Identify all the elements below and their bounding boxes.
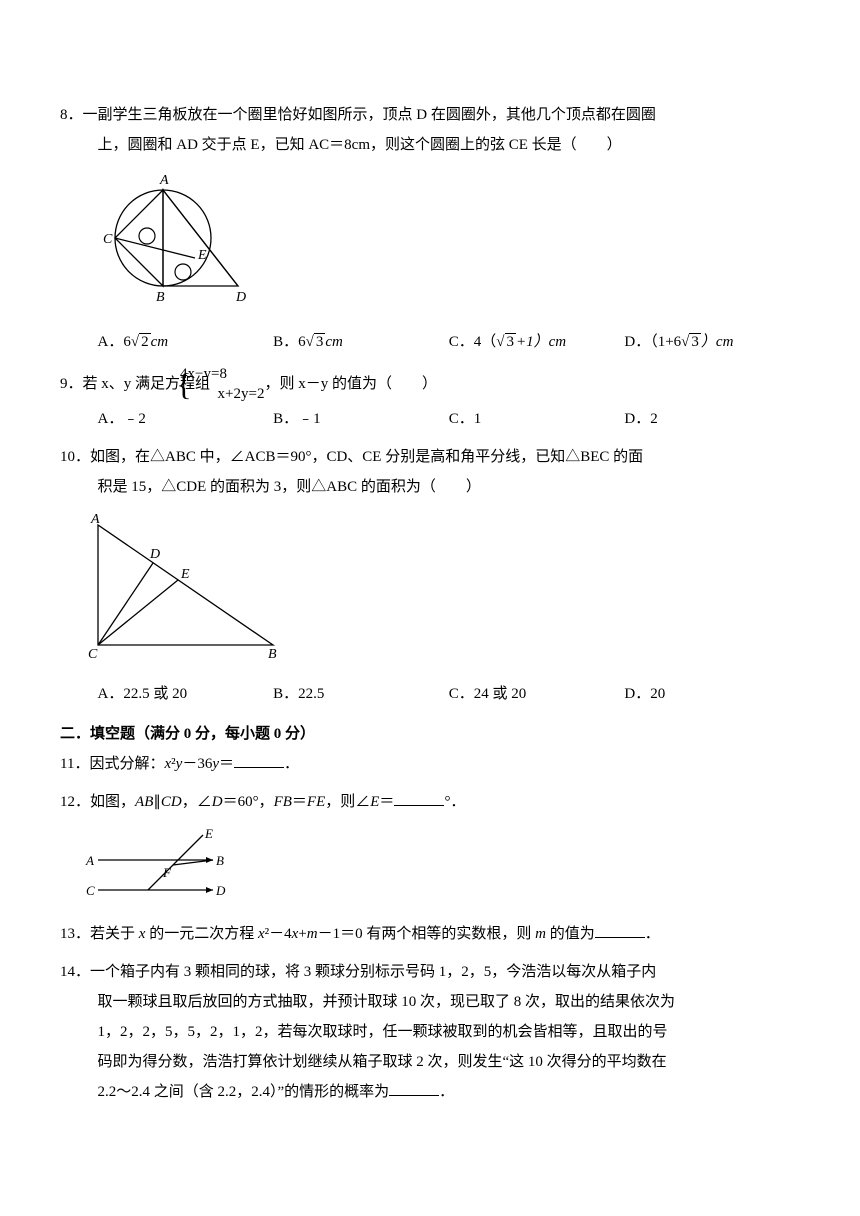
q10-options: A．22.5 或 20 B．22.5 C．24 或 20 D．20	[60, 679, 800, 709]
question-9: 9．若 x、y 满足方程组 { 4x−y=8 x+2y=2 ，则 x－y 的值为…	[60, 365, 800, 434]
q10-optB: B．22.5	[273, 679, 449, 709]
q14-line3: 1，2，2，5，5，2，1，2，若每次取球时，任一颗球被取到的机会皆相等，且取出…	[60, 1017, 800, 1047]
q12-num: 12．	[60, 794, 90, 810]
q8-num: 8．	[60, 107, 83, 123]
question-10: 10．如图，在△ABC 中，∠ACB＝90°，CD、CE 分别是高和角平分线，已…	[60, 442, 800, 709]
q9-optA: A．﹣2	[98, 404, 274, 434]
svg-text:E: E	[204, 826, 213, 841]
blank	[389, 1080, 439, 1096]
svg-text:B: B	[216, 853, 224, 868]
svg-text:A: A	[159, 173, 169, 188]
q12-diagram: A B C D E F	[60, 825, 800, 911]
q12-svg: A B C D E F	[83, 825, 243, 900]
q11-num: 11．	[60, 756, 89, 772]
q11-text: 因式分解：x²y－36y＝	[89, 756, 234, 772]
q10-line1: 10．如图，在△ABC 中，∠ACB＝90°，CD、CE 分别是高和角平分线，已…	[60, 442, 800, 472]
q13-post: ．	[645, 926, 660, 942]
q8-line2: 上，圆圈和 AD 交于点 E，已知 AC＝8cm，则这个圆圈上的弦 CE 长是（…	[60, 130, 800, 160]
q14-line5: 2.2～2.4 之间（含 2.2，2.4）”的情形的概率为．	[60, 1077, 800, 1107]
q9-optB: B．﹣1	[273, 404, 449, 434]
q8-text1: 一副学生三角板放在一个圈里恰好如图所示，顶点 D 在圆圈外，其他几个顶点都在圆圈	[83, 107, 656, 123]
q8-optC: C．4（√3+1）cm	[449, 327, 625, 357]
q12-post: °．	[444, 794, 465, 810]
question-13: 13．若关于 x 的一元二次方程 x²－4x+m－1＝0 有两个相等的实数根，则…	[60, 919, 800, 949]
svg-text:F: F	[162, 865, 172, 880]
q10-text1: 如图，在△ABC 中，∠ACB＝90°，CD、CE 分别是高和角平分线，已知△B…	[90, 449, 643, 465]
q8-line1: 8．一副学生三角板放在一个圈里恰好如图所示，顶点 D 在圆圈外，其他几个顶点都在…	[60, 100, 800, 130]
svg-text:D: D	[215, 883, 226, 898]
q8-optB: B．6√3cm	[273, 327, 449, 357]
svg-text:D: D	[149, 547, 160, 562]
question-14: 14．一个箱子内有 3 颗相同的球，将 3 颗球分别标示号码 1，2，5，今浩浩…	[60, 957, 800, 1107]
q13-line: 13．若关于 x 的一元二次方程 x²－4x+m－1＝0 有两个相等的实数根，则…	[60, 919, 800, 949]
question-8: 8．一副学生三角板放在一个圈里恰好如图所示，顶点 D 在圆圈外，其他几个顶点都在…	[60, 100, 800, 357]
q8-diagram: A C B D E	[60, 168, 800, 319]
svg-text:C: C	[103, 232, 113, 247]
q10-line2: 积是 15，△CDE 的面积为 3，则△ABC 的面积为（ ）	[60, 472, 800, 502]
q13-num: 13．	[60, 926, 90, 942]
svg-text:A: A	[85, 853, 94, 868]
q8-optD: D．（1+6√3）cm	[624, 327, 800, 357]
q10-diagram: A C B D E	[60, 510, 800, 671]
q11-line: 11．因式分解：x²y－36y＝ ．	[60, 749, 800, 779]
q9-num: 9．	[60, 376, 83, 392]
q11-post: ．	[284, 756, 299, 772]
question-12: 12．如图，AB∥CD，∠D＝60°，FB＝FE，则∠E＝ °． A B C D …	[60, 787, 800, 911]
svg-text:E: E	[197, 248, 207, 263]
q10-num: 10．	[60, 449, 90, 465]
blank	[595, 922, 645, 938]
question-11: 11．因式分解：x²y－36y＝ ．	[60, 749, 800, 779]
blank	[234, 752, 284, 768]
q10-optA: A．22.5 或 20	[98, 679, 274, 709]
q14-text1: 一个箱子内有 3 颗相同的球，将 3 颗球分别标示号码 1，2，5，今浩浩以每次…	[90, 964, 656, 980]
q8-svg: A C B D E	[98, 168, 253, 308]
q9-options: A．﹣2 B．﹣1 C．1 D．2	[60, 404, 800, 434]
section-2-title: 二．填空题（满分 0 分，每小题 0 分）	[60, 719, 800, 749]
q10-svg: A C B D E	[83, 510, 293, 660]
q12-text: 如图，AB∥CD，∠D＝60°，FB＝FE，则∠E＝	[90, 794, 394, 810]
svg-text:E: E	[180, 567, 190, 582]
q14-line1: 14．一个箱子内有 3 颗相同的球，将 3 颗球分别标示号码 1，2，5，今浩浩…	[60, 957, 800, 987]
q14-line2: 取一颗球且取后放回的方式抽取，并预计取球 10 次，现已取了 8 次，取出的结果…	[60, 987, 800, 1017]
q12-line: 12．如图，AB∥CD，∠D＝60°，FB＝FE，则∠E＝ °．	[60, 787, 800, 817]
q14-num: 14．	[60, 964, 90, 980]
svg-text:B: B	[268, 647, 277, 660]
svg-text:C: C	[86, 883, 95, 898]
q13-text: 若关于 x 的一元二次方程 x²－4x+m－1＝0 有两个相等的实数根，则 m …	[90, 926, 595, 942]
q10-optD: D．20	[624, 679, 800, 709]
svg-text:C: C	[88, 647, 98, 660]
svg-text:B: B	[156, 290, 165, 305]
q9-equations: 4x−y=8 x+2y=2	[218, 365, 265, 404]
q10-optC: C．24 或 20	[449, 679, 625, 709]
q14-line4: 码即为得分数，浩浩打算依计划继续从箱子取球 2 次，则发生“这 10 次得分的平…	[60, 1047, 800, 1077]
blank	[394, 790, 444, 806]
q9-optC: C．1	[449, 404, 625, 434]
q9-post: ，则 x－y 的值为（ ）	[264, 376, 437, 392]
q8-options: A．6√2cm B．6√3cm C．4（√3+1）cm D．（1+6√3）cm	[60, 327, 800, 357]
svg-text:D: D	[235, 290, 246, 305]
q9-optD: D．2	[624, 404, 800, 434]
q8-optA: A．6√2cm	[98, 327, 274, 357]
q9-line: 9．若 x、y 满足方程组 { 4x−y=8 x+2y=2 ，则 x－y 的值为…	[60, 365, 800, 404]
svg-text:A: A	[90, 512, 100, 527]
